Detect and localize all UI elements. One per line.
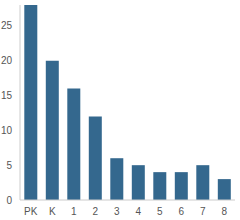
svg-text:2: 2 — [92, 206, 98, 217]
svg-text:1: 1 — [71, 206, 77, 217]
svg-text:20: 20 — [8, 55, 12, 66]
svg-text:3: 3 — [114, 206, 120, 217]
svg-text:5: 5 — [8, 160, 12, 171]
svg-text:7: 7 — [200, 206, 206, 217]
svg-text:5: 5 — [157, 206, 163, 217]
svg-text:25: 25 — [8, 20, 12, 31]
svg-text:4: 4 — [135, 206, 141, 217]
svg-text:0: 0 — [8, 195, 12, 206]
svg-text:6: 6 — [178, 206, 184, 217]
svg-text:15: 15 — [8, 90, 12, 101]
svg-text:8: 8 — [221, 206, 227, 217]
svg-text:K: K — [49, 206, 56, 217]
svg-text:PK: PK — [24, 206, 38, 217]
svg-text:10: 10 — [8, 125, 12, 136]
